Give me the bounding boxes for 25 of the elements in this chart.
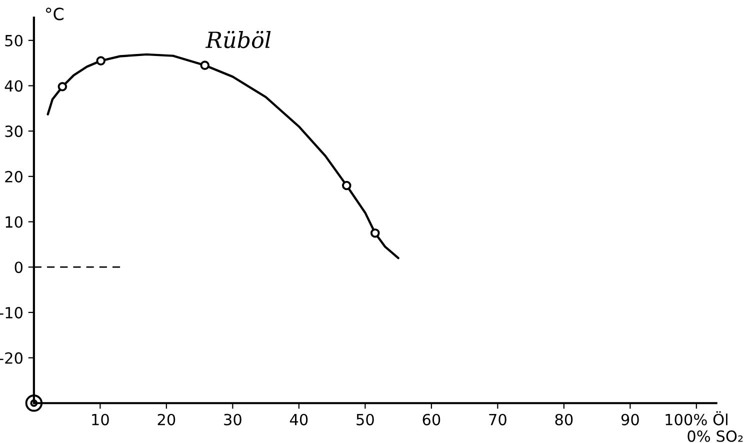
point: [58, 82, 68, 92]
y-tick-label: 0: [14, 262, 22, 274]
x-tick-label: 40: [290, 414, 308, 426]
x-tick-label: 90: [621, 414, 639, 426]
x-tick-label: 60: [422, 414, 440, 426]
y-tick-label: 40: [4, 80, 22, 92]
x-axis-title: 0% SO₂: [688, 430, 743, 442]
x-tick-label: 100% Öl: [666, 411, 728, 426]
y-tick-label: 10: [6, 216, 22, 228]
x-tick-label: 70: [489, 414, 506, 426]
y-tick-label: 30: [5, 126, 22, 138]
point: [96, 56, 106, 66]
line-series: [46, 53, 400, 260]
chart-title: Rüböl: [205, 30, 271, 48]
point: [200, 60, 210, 70]
x-tick-label: 80: [555, 414, 573, 426]
x-tick-label: 50: [356, 414, 374, 426]
y-tick-label: 50: [5, 34, 22, 46]
point: [370, 228, 380, 238]
x-tick-label: 10: [92, 414, 109, 426]
y-tick-label: 20: [5, 170, 22, 182]
x-tick-label: 20: [158, 414, 176, 426]
x-tick-label: 30: [224, 414, 242, 426]
y-axis-title: °C: [46, 8, 64, 20]
point: [342, 180, 352, 190]
